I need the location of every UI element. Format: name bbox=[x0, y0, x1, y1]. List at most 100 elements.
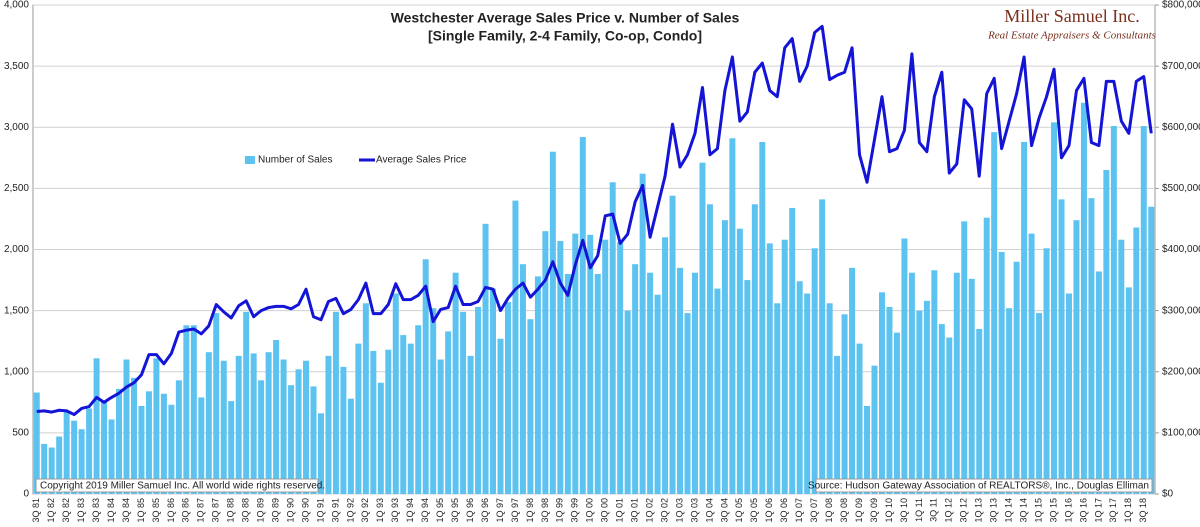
x-tick-label: 1Q 85 bbox=[136, 498, 146, 523]
bar bbox=[475, 306, 482, 494]
y2-tick-label: $500,000 bbox=[1162, 183, 1200, 194]
bar bbox=[766, 243, 773, 494]
x-tick-label: 3Q 90 bbox=[300, 498, 310, 523]
x-tick-label: 3Q 87 bbox=[211, 498, 221, 523]
x-tick-label: 3Q 08 bbox=[839, 498, 849, 523]
bar bbox=[699, 162, 706, 494]
bar bbox=[736, 228, 743, 494]
bar bbox=[519, 264, 526, 494]
bar bbox=[41, 443, 48, 494]
bar bbox=[482, 223, 489, 494]
bars bbox=[33, 102, 1155, 495]
x-tick-label: 1Q 03 bbox=[674, 498, 684, 523]
bar bbox=[602, 239, 609, 494]
bar bbox=[303, 360, 310, 494]
bar bbox=[175, 380, 182, 494]
bar bbox=[497, 338, 504, 494]
x-tick-label: 3Q 91 bbox=[330, 498, 340, 523]
bar bbox=[1095, 271, 1102, 494]
bar bbox=[878, 292, 885, 494]
bar bbox=[1043, 248, 1050, 494]
x-tick-label: 1Q 89 bbox=[256, 498, 266, 523]
y2-tick-label: $700,000 bbox=[1162, 61, 1200, 72]
bar bbox=[1125, 287, 1132, 494]
bar bbox=[579, 137, 586, 494]
bar bbox=[280, 359, 287, 494]
bar bbox=[273, 339, 280, 494]
bar bbox=[1088, 198, 1095, 494]
bar bbox=[721, 220, 728, 494]
x-tick-label: 1Q 08 bbox=[824, 498, 834, 523]
bar bbox=[1021, 141, 1028, 495]
bar bbox=[145, 391, 152, 494]
bar bbox=[1013, 261, 1020, 494]
bar bbox=[572, 233, 579, 495]
x-tick-label: 3Q 81 bbox=[31, 498, 41, 523]
y-tick-label: 3,500 bbox=[4, 61, 29, 72]
bar bbox=[213, 313, 220, 494]
x-tick-label: 1Q 09 bbox=[854, 498, 864, 523]
bar bbox=[953, 272, 960, 494]
bar bbox=[101, 401, 108, 494]
x-tick-label: 3Q 95 bbox=[450, 498, 460, 523]
x-tick-label: 1Q 93 bbox=[375, 498, 385, 523]
x-tick-label: 3Q 85 bbox=[151, 498, 161, 523]
x-tick-label: 3Q 17 bbox=[1108, 498, 1118, 523]
bar bbox=[1133, 227, 1140, 494]
bar bbox=[415, 325, 422, 494]
bar bbox=[908, 272, 915, 494]
bar bbox=[647, 272, 654, 494]
x-tick-label: 3Q 11 bbox=[929, 498, 939, 522]
bar bbox=[781, 239, 788, 494]
x-tick-label: 3Q 97 bbox=[510, 498, 520, 523]
bar bbox=[347, 398, 354, 494]
x-tick-label: 3Q 02 bbox=[659, 498, 669, 523]
bar bbox=[886, 306, 893, 494]
bar bbox=[871, 365, 878, 494]
bar bbox=[811, 248, 818, 494]
y-tick-label: 2,500 bbox=[4, 183, 29, 194]
x-tick-label: 1Q 16 bbox=[1063, 498, 1073, 523]
bar bbox=[1118, 239, 1125, 494]
bar bbox=[617, 242, 624, 494]
y2-tick-label: $100,000 bbox=[1162, 428, 1200, 439]
bar bbox=[564, 273, 571, 494]
bar bbox=[1148, 206, 1155, 494]
bar bbox=[160, 393, 167, 494]
x-tick-label: 1Q 84 bbox=[106, 498, 116, 523]
bar bbox=[706, 204, 713, 494]
y2-tick-label: $200,000 bbox=[1162, 366, 1200, 377]
x-tick-label: 1Q 17 bbox=[1093, 498, 1103, 523]
grid bbox=[33, 4, 1155, 495]
x-tick-label: 1Q 82 bbox=[46, 498, 56, 523]
bar bbox=[310, 386, 317, 494]
bar bbox=[1036, 313, 1043, 494]
x-tick-label: 3Q 83 bbox=[91, 498, 101, 523]
bar bbox=[826, 303, 833, 494]
bar bbox=[467, 355, 474, 494]
x-tick-label: 3Q 04 bbox=[719, 498, 729, 523]
bar bbox=[355, 343, 362, 494]
bar bbox=[385, 349, 392, 494]
bar bbox=[123, 359, 130, 494]
copyright-box bbox=[35, 478, 319, 493]
x-tick-label: 3Q 18 bbox=[1138, 498, 1148, 523]
bar bbox=[893, 332, 900, 494]
bar bbox=[901, 238, 908, 494]
bar bbox=[961, 221, 968, 494]
x-tick-label: 3Q 12 bbox=[959, 498, 969, 523]
bar bbox=[490, 288, 497, 494]
bar bbox=[789, 207, 796, 494]
bar bbox=[430, 308, 437, 494]
bar bbox=[370, 350, 377, 494]
bar bbox=[804, 293, 811, 494]
bar bbox=[93, 358, 100, 494]
bar bbox=[632, 264, 639, 494]
bar bbox=[542, 231, 549, 494]
copyright: Copyright 2019 Miller Samuel Inc. All wo… bbox=[40, 481, 325, 492]
bar bbox=[677, 267, 684, 494]
bar bbox=[669, 195, 676, 494]
bar bbox=[265, 352, 272, 494]
x-tick-label: 1Q 01 bbox=[615, 498, 625, 523]
x-tick-label: 1Q 15 bbox=[1033, 498, 1043, 523]
